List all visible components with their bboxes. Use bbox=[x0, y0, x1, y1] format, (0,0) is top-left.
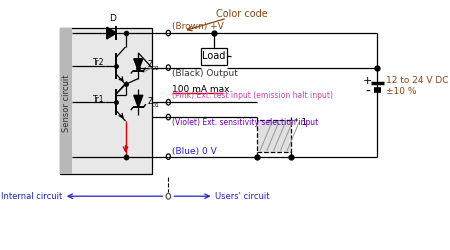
Text: +: + bbox=[363, 76, 372, 86]
Text: ±10 %: ±10 % bbox=[386, 87, 417, 96]
Bar bbox=[257, 120, 291, 152]
Text: * 1: * 1 bbox=[294, 118, 307, 126]
Bar bbox=[201, 48, 227, 65]
Text: D: D bbox=[109, 14, 116, 23]
Polygon shape bbox=[134, 59, 143, 70]
Text: (Blue) 0 V: (Blue) 0 V bbox=[172, 147, 217, 156]
Text: D2: D2 bbox=[151, 66, 159, 71]
Text: Z: Z bbox=[147, 60, 153, 69]
Polygon shape bbox=[107, 27, 117, 39]
Polygon shape bbox=[134, 95, 143, 107]
Text: (Pink) Ext. test input (emission halt input): (Pink) Ext. test input (emission halt in… bbox=[172, 91, 333, 100]
Text: Z: Z bbox=[147, 97, 153, 106]
Bar bbox=[60, 28, 152, 174]
Text: 12 to 24 V DC: 12 to 24 V DC bbox=[386, 76, 449, 86]
Text: Tr2: Tr2 bbox=[93, 58, 104, 67]
Text: Load: Load bbox=[202, 51, 225, 61]
Text: Internal circuit: Internal circuit bbox=[1, 192, 63, 201]
Text: D1: D1 bbox=[151, 103, 159, 108]
Text: Tr1: Tr1 bbox=[93, 95, 104, 104]
Text: -: - bbox=[365, 85, 370, 99]
Text: (Brown) +V: (Brown) +V bbox=[172, 22, 224, 31]
Text: Users' circuit: Users' circuit bbox=[215, 192, 270, 201]
Text: (Black) Output: (Black) Output bbox=[172, 69, 238, 78]
Bar bbox=[60, 28, 72, 174]
Text: (Violet) Ext. sensitivity selection input: (Violet) Ext. sensitivity selection inpu… bbox=[172, 118, 318, 127]
Text: Sensor circuit: Sensor circuit bbox=[62, 75, 71, 132]
Text: 100 mA max.: 100 mA max. bbox=[172, 86, 233, 94]
Text: Color code: Color code bbox=[216, 9, 268, 19]
